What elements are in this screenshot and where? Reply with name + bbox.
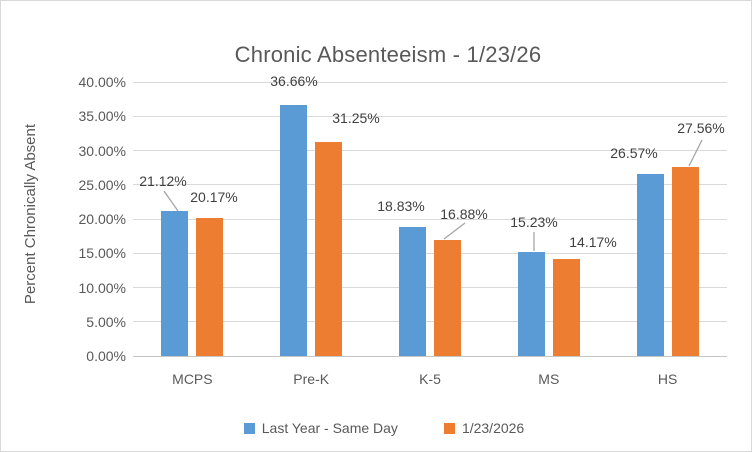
legend-item-current: 1/23/2026 <box>443 420 525 436</box>
y-tick-label: 25.00% <box>78 176 126 193</box>
bar-series1-hs <box>671 167 699 356</box>
gridline <box>133 287 727 288</box>
data-label: 15.23% <box>510 214 558 230</box>
data-label: 27.56% <box>677 120 725 136</box>
bar-series0-hs <box>636 173 664 356</box>
x-axis-line <box>133 355 727 357</box>
y-tick-label: 5.00% <box>86 313 126 330</box>
data-label: 20.17% <box>190 189 238 205</box>
bar-series1-mcps <box>196 217 224 356</box>
legend-swatch-orange-icon <box>443 422 455 434</box>
category-label-hs: HS <box>657 371 678 387</box>
leader-line <box>163 190 179 212</box>
legend-item-last-year: Last Year - Same Day <box>243 420 398 436</box>
bar-series1-k-5 <box>434 240 461 356</box>
gridline <box>133 81 727 83</box>
bar-series1-ms <box>552 258 580 356</box>
legend-label: Last Year - Same Day <box>261 420 398 436</box>
y-tick-label: 0.00% <box>86 348 126 364</box>
category-label-pre-k: Pre-K <box>293 371 330 387</box>
bar-series1-pre-k <box>315 141 343 356</box>
y-tick-label: 20.00% <box>78 211 126 227</box>
legend: Last Year - Same Day 1/23/2026 <box>9 420 751 436</box>
plot-area: 21.12% 20.17% 36.66% 31.25% 18.83% 16.88% 15.2… <box>133 73 727 357</box>
gridline <box>133 321 727 323</box>
data-label: 14.17% <box>569 234 617 250</box>
y-tick-label: 30.00% <box>78 142 126 159</box>
legend-swatch-blue-icon <box>243 422 255 434</box>
data-label: 16.88% <box>440 206 488 222</box>
data-label: 18.83% <box>377 198 425 214</box>
category-label-mcps: MCPS <box>172 371 213 387</box>
data-label: 36.66% <box>270 73 318 89</box>
data-label: 21.12% <box>139 173 187 189</box>
bar-series0-k-5 <box>399 227 426 356</box>
bar-series0-pre-k <box>280 104 308 356</box>
data-label: 31.25% <box>332 110 380 126</box>
gridline <box>133 218 727 220</box>
leader-line <box>688 139 703 167</box>
gridline <box>133 115 727 117</box>
bar-series0-ms <box>517 251 545 356</box>
bar-series0-mcps <box>161 211 189 356</box>
legend-label: 1/23/2026 <box>461 420 525 436</box>
y-tick-label: 35.00% <box>78 108 126 125</box>
gridline <box>133 184 727 186</box>
category-label-ms: MS <box>538 371 560 387</box>
category-label-k-5: K-5 <box>419 371 441 387</box>
data-label: 26.57% <box>610 145 658 161</box>
y-tick-label: 10.00% <box>78 279 126 296</box>
leader-line <box>443 222 466 240</box>
y-tick-label: 40.00% <box>78 74 126 90</box>
gridline <box>133 252 727 254</box>
gridline <box>133 150 727 151</box>
y-tick-label: 15.00% <box>78 245 126 262</box>
chart-title: Chronic Absenteeism - 1/23/26 <box>234 42 542 67</box>
